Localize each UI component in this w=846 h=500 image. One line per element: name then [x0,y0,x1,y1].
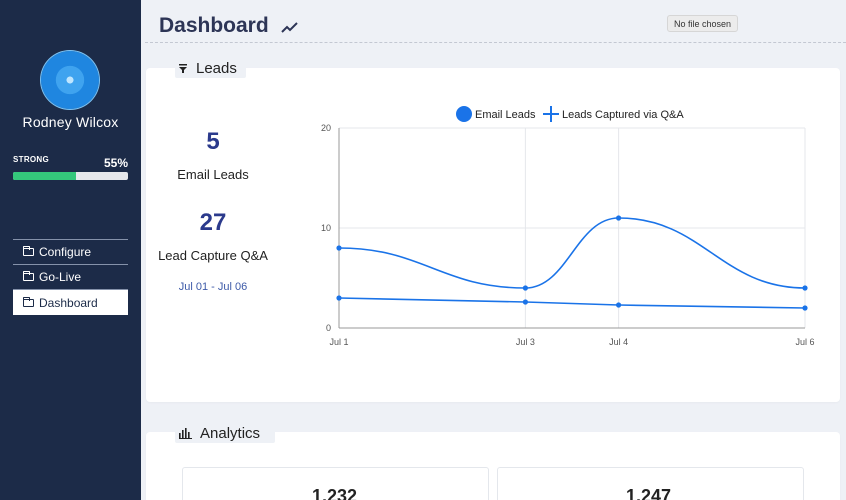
file-input-status[interactable]: No file chosen [667,15,739,32]
data-point [522,299,529,305]
sidebar-item-configure[interactable]: Configure [13,240,128,265]
sidebar-item-go-live[interactable]: Go-Live [13,265,128,290]
email-leads-value: 5 [206,128,220,155]
series-line [338,217,806,289]
legend-marker-circle [456,106,472,122]
x-tick-label: Jul 6 [795,337,814,347]
sidebar-item-label: Dashboard [39,295,98,310]
legend-label: Email Leads [475,109,536,121]
data-point [802,285,808,291]
data-point [336,295,342,301]
data-point [616,215,622,221]
metric-value: 1,232 [312,486,358,500]
leads-section-title: Leads [196,59,237,77]
folder-icon [23,296,34,307]
sidebar-item-label: Configure [39,245,92,259]
trending-up-icon [281,22,298,33]
metric-card [182,467,489,500]
x-tick-label: Jul 4 [609,337,628,347]
sidebar-item-dashboard[interactable]: Dashboard [13,290,128,315]
analytics-section-tab: Analytics [175,423,275,443]
lead-capture-label: Lead Capture Q&A [158,248,268,263]
header-divider [145,42,846,43]
sidebar: Rodney Wilcox STRONG 55% Configure Go-Li… [0,0,141,500]
sidebar-item-label: Go-Live [39,270,82,284]
series-line [338,297,806,309]
folder-icon [23,246,34,256]
metric-value: 1,247 [626,486,672,500]
date-range: Jul 01 - Jul 06 [178,281,248,293]
funnel-icon [179,63,187,73]
data-point [522,285,529,291]
folder-icon [23,271,34,281]
page-title: Dashboard [159,14,269,37]
y-tick-label: 10 [321,223,331,233]
strength-progress-fill [13,172,77,180]
email-leads-label: Email Leads [177,167,249,182]
strength-percent: 55% [103,156,128,170]
data-point [336,245,342,251]
leads-card [146,68,840,402]
metric-card [497,467,804,500]
data-point [802,305,808,311]
x-tick-label: Jul 1 [329,337,348,347]
strength-progress-bar [13,172,128,180]
analytics-section-title: Analytics [200,424,261,442]
leads-section-tab: Leads [175,58,246,78]
avatar[interactable] [41,51,99,109]
data-point [616,302,622,308]
strength-label: STRONG [13,155,50,164]
sidebar-nav: Configure Go-Live Dashboard [13,239,128,315]
user-name: Rodney Wilcox [22,114,119,130]
legend-label: Leads Captured via Q&A [562,109,684,121]
bar-chart-icon [179,427,192,439]
x-tick-label: Jul 3 [516,337,535,347]
y-tick-label: 0 [326,323,331,333]
lead-capture-value: 27 [199,209,227,236]
y-tick-label: 20 [321,123,331,133]
